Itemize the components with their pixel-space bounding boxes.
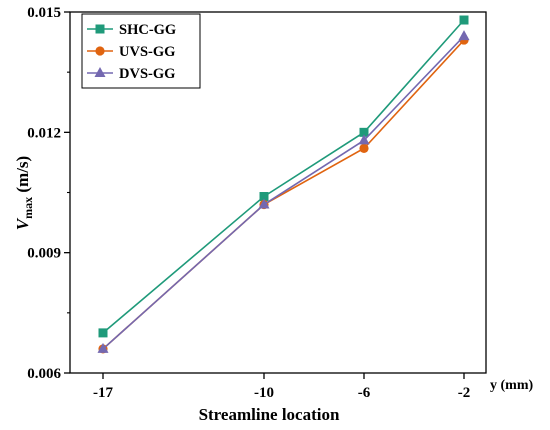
- data-point-dvs-gg: [358, 134, 370, 145]
- x-tick-label: -10: [254, 385, 274, 401]
- x-tick-label: -2: [458, 385, 471, 401]
- axes: 0.006 0.009 0.012 0.015 -17 -10 -6 -2: [27, 5, 487, 401]
- series-dvs-gg: [97, 30, 470, 353]
- legend-marker-shc-gg: [95, 24, 105, 34]
- data-point-shc-gg: [98, 328, 108, 338]
- series-shc-gg: [98, 15, 469, 338]
- legend-marker-uvs-gg: [95, 46, 105, 56]
- x-tick-label: -6: [358, 385, 371, 401]
- legend-label-dvs-gg: DVS-GG: [119, 66, 175, 82]
- legend-label-uvs-gg: UVS-GG: [119, 44, 175, 60]
- x-axis-unit-label: y (mm): [490, 378, 533, 393]
- data-point-uvs-gg: [359, 143, 369, 153]
- data-point-dvs-gg: [258, 198, 270, 209]
- x-axis-title: Streamline location: [199, 405, 340, 424]
- y-axis-title-sub: max: [21, 197, 35, 219]
- data-point-dvs-gg: [97, 342, 109, 353]
- y-axis-title-unit: (m/s): [13, 156, 32, 197]
- data-point-dvs-gg: [458, 30, 470, 41]
- data-point-shc-gg: [459, 15, 469, 25]
- series-layer: [97, 15, 470, 354]
- y-tick-label: 0.006: [27, 366, 61, 382]
- legend: SHC-GG UVS-GG DVS-GG: [81, 13, 201, 89]
- y-tick-label: 0.009: [27, 246, 61, 262]
- y-axis-title-v: V: [13, 217, 32, 230]
- y-axis-title: Vmax (m/s): [13, 156, 35, 230]
- series-line-dvs-gg: [102, 35, 465, 350]
- legend-label-shc-gg: SHC-GG: [119, 22, 176, 38]
- data-point-shc-gg: [359, 127, 369, 137]
- y-tick-label: 0.012: [27, 125, 61, 141]
- data-point-shc-gg: [259, 192, 269, 202]
- x-tick-label: -17: [93, 385, 113, 401]
- y-tick-label: 0.015: [27, 5, 61, 21]
- legend-marker-dvs-gg: [94, 67, 106, 77]
- series-line-shc-gg: [102, 19, 465, 334]
